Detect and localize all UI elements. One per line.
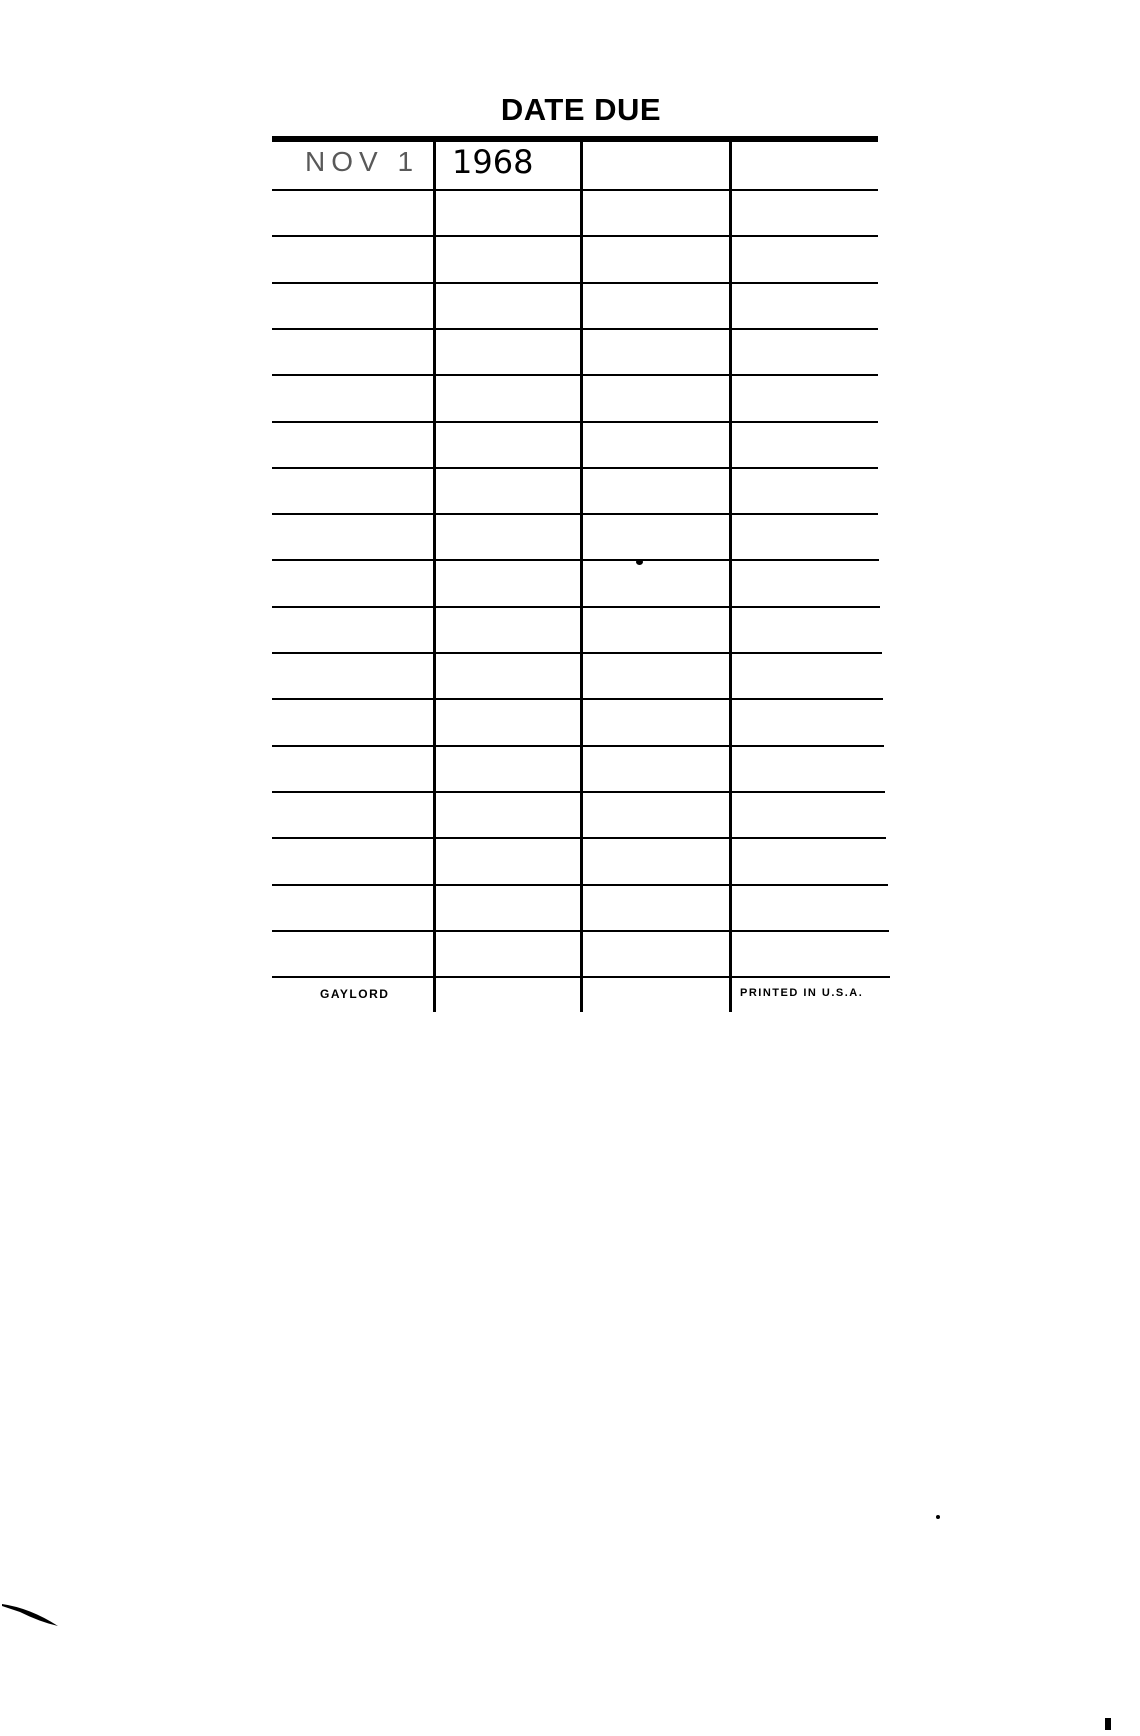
stamped-date: NOV 1 <box>305 146 420 177</box>
row-rule <box>272 606 881 608</box>
row-rule <box>272 189 878 191</box>
footer-printed: PRINTED IN U.S.A. <box>740 987 864 999</box>
row-rule <box>272 374 878 376</box>
header-rule <box>272 136 878 142</box>
row-rule <box>272 235 878 237</box>
row-rule <box>272 652 882 654</box>
row-rule <box>272 421 878 423</box>
row-rule <box>272 513 878 515</box>
stamped-year: 1968 <box>452 143 534 181</box>
ink-speck <box>636 559 643 565</box>
scan-mark <box>0 1600 60 1626</box>
row-rule <box>272 698 883 700</box>
card-title: DATE DUE <box>500 92 662 127</box>
row-rule <box>272 884 888 886</box>
row-rule <box>272 837 887 839</box>
column-divider <box>433 136 436 1012</box>
column-divider <box>729 136 732 1012</box>
row-rule <box>272 282 878 284</box>
row-rule <box>272 559 880 561</box>
row-rule <box>272 791 886 793</box>
ink-speck <box>936 1515 940 1519</box>
footer-brand: GAYLORD <box>320 987 390 1001</box>
column-divider <box>580 136 583 1012</box>
row-rule <box>272 745 884 747</box>
row-rule <box>272 328 878 330</box>
scan-mark <box>1105 1718 1111 1730</box>
row-rule <box>272 467 878 469</box>
